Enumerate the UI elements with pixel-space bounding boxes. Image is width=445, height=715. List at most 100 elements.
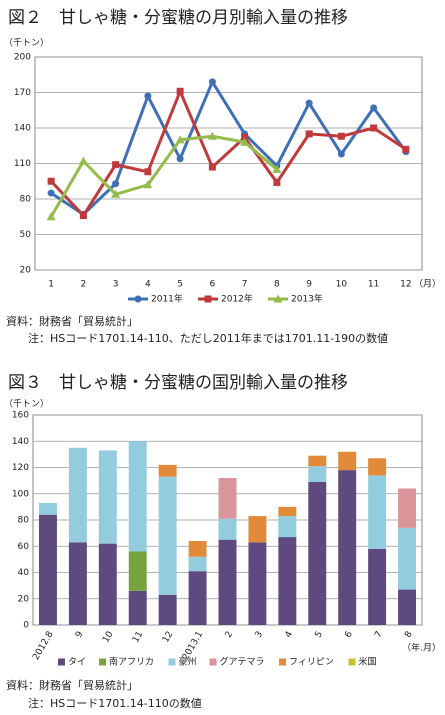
data-point	[305, 99, 313, 107]
data-point	[111, 189, 121, 198]
bar-segment	[338, 451, 357, 471]
bar-segment	[98, 450, 117, 544]
y-tick-label: 140	[12, 437, 29, 447]
data-point	[207, 131, 217, 140]
bar-segment	[398, 589, 417, 625]
bar-segment	[128, 590, 147, 625]
bar-segment	[308, 455, 327, 467]
bar-segment	[188, 571, 207, 625]
legend-marker	[204, 295, 212, 303]
y-tick-label: 20	[18, 594, 30, 604]
bar-segment	[278, 537, 297, 625]
y-tick-label: 140	[14, 124, 31, 134]
x-tick-label: 3	[254, 630, 266, 640]
data-point	[402, 145, 410, 153]
data-point	[272, 164, 282, 173]
data-point	[337, 132, 345, 140]
x-tick-label: 10	[336, 280, 348, 290]
series-line	[50, 87, 407, 219]
y-unit: （千トン）	[4, 38, 49, 49]
bar-segment	[398, 488, 417, 528]
bar-segment	[368, 458, 387, 476]
y-tick-label: 100	[12, 489, 29, 499]
legend-swatch	[58, 658, 65, 666]
x-tick-label: 12	[161, 630, 175, 645]
x-tick-label: 1	[48, 280, 54, 290]
data-point	[273, 178, 281, 186]
y-tick-label: 50	[20, 230, 32, 240]
bar-segment	[188, 556, 207, 572]
legend-swatch	[348, 658, 356, 666]
x-tick-label: 2012.8	[31, 630, 56, 663]
bar-segment	[248, 516, 267, 543]
data-point	[78, 156, 88, 165]
data-point	[208, 163, 216, 171]
legend-swatch	[99, 658, 106, 666]
bar-segment	[68, 542, 87, 625]
y-tick-label: 110	[14, 159, 31, 169]
bar-segment	[308, 481, 327, 625]
data-point	[175, 135, 185, 144]
data-point	[143, 180, 153, 189]
series-line	[49, 134, 278, 218]
data-point	[337, 150, 345, 158]
y-tick-label: 60	[18, 542, 30, 552]
bar-segment	[68, 447, 87, 543]
y-tick-label: 170	[14, 88, 31, 98]
bar-segment	[38, 514, 57, 625]
legend-marker	[134, 295, 142, 303]
bar-segment	[158, 476, 177, 595]
x-tick-label: 3	[113, 280, 119, 290]
bar-segment	[368, 475, 387, 549]
bar-segment	[278, 516, 297, 538]
bar-segment	[338, 470, 357, 625]
data-point	[370, 104, 378, 112]
legend-label: 南アフリカ	[109, 656, 154, 668]
bar-segment	[218, 518, 237, 540]
legend-swatch	[279, 658, 286, 666]
data-point	[241, 133, 249, 141]
bar-segment	[158, 594, 177, 625]
legend-label: タイ	[68, 657, 86, 668]
y-tick-label: 20	[20, 266, 32, 276]
x-tick-label: 8	[403, 630, 415, 640]
data-point	[79, 212, 87, 220]
x-tick-label: 9	[306, 280, 312, 290]
data-point	[144, 92, 152, 100]
x-tick-label: 9	[74, 630, 86, 640]
data-point	[112, 180, 120, 188]
legend-label: グアテマラ	[220, 656, 265, 668]
source: 資料：財務省「貿易統計」	[6, 314, 138, 328]
x-tick-label: 11	[131, 630, 145, 645]
data-point	[240, 137, 250, 146]
x-tick-label: 2	[224, 630, 236, 640]
chart-title: 図２ 甘しゃ糖・分蜜糖の月別輸入量の推移	[8, 8, 348, 28]
y-unit: （千トン）	[4, 399, 49, 410]
data-point	[112, 161, 120, 169]
x-tick-label: 2	[81, 280, 87, 290]
bar-segment	[98, 543, 117, 625]
x-unit: （年.月）	[402, 642, 441, 654]
x-tick-label: 10	[101, 630, 116, 645]
legend-label: 2011年	[151, 293, 183, 305]
legend-swatch	[209, 658, 217, 666]
legend-label: 2012年	[221, 293, 253, 305]
x-tick-label: 12	[400, 280, 411, 290]
legend-label: 2013年	[291, 293, 323, 305]
x-tick-label: 7	[373, 630, 385, 640]
bar-segment	[158, 464, 177, 477]
legend-label: 米国	[359, 656, 377, 668]
legend-swatch	[168, 658, 176, 666]
legend-marker	[273, 294, 283, 303]
data-point	[208, 78, 216, 86]
data-point	[47, 177, 55, 185]
bar-segment	[278, 506, 297, 517]
bar-segment	[248, 542, 267, 625]
source: 資料：財務省「貿易統計」	[6, 678, 138, 692]
data-point	[176, 155, 184, 163]
bar-segment	[128, 551, 147, 591]
y-tick-label: 80	[20, 195, 32, 205]
y-tick-label: 0	[23, 621, 29, 631]
note: 注：HSコード1701.14-110の数値	[28, 696, 202, 710]
bar-segment	[368, 548, 387, 625]
